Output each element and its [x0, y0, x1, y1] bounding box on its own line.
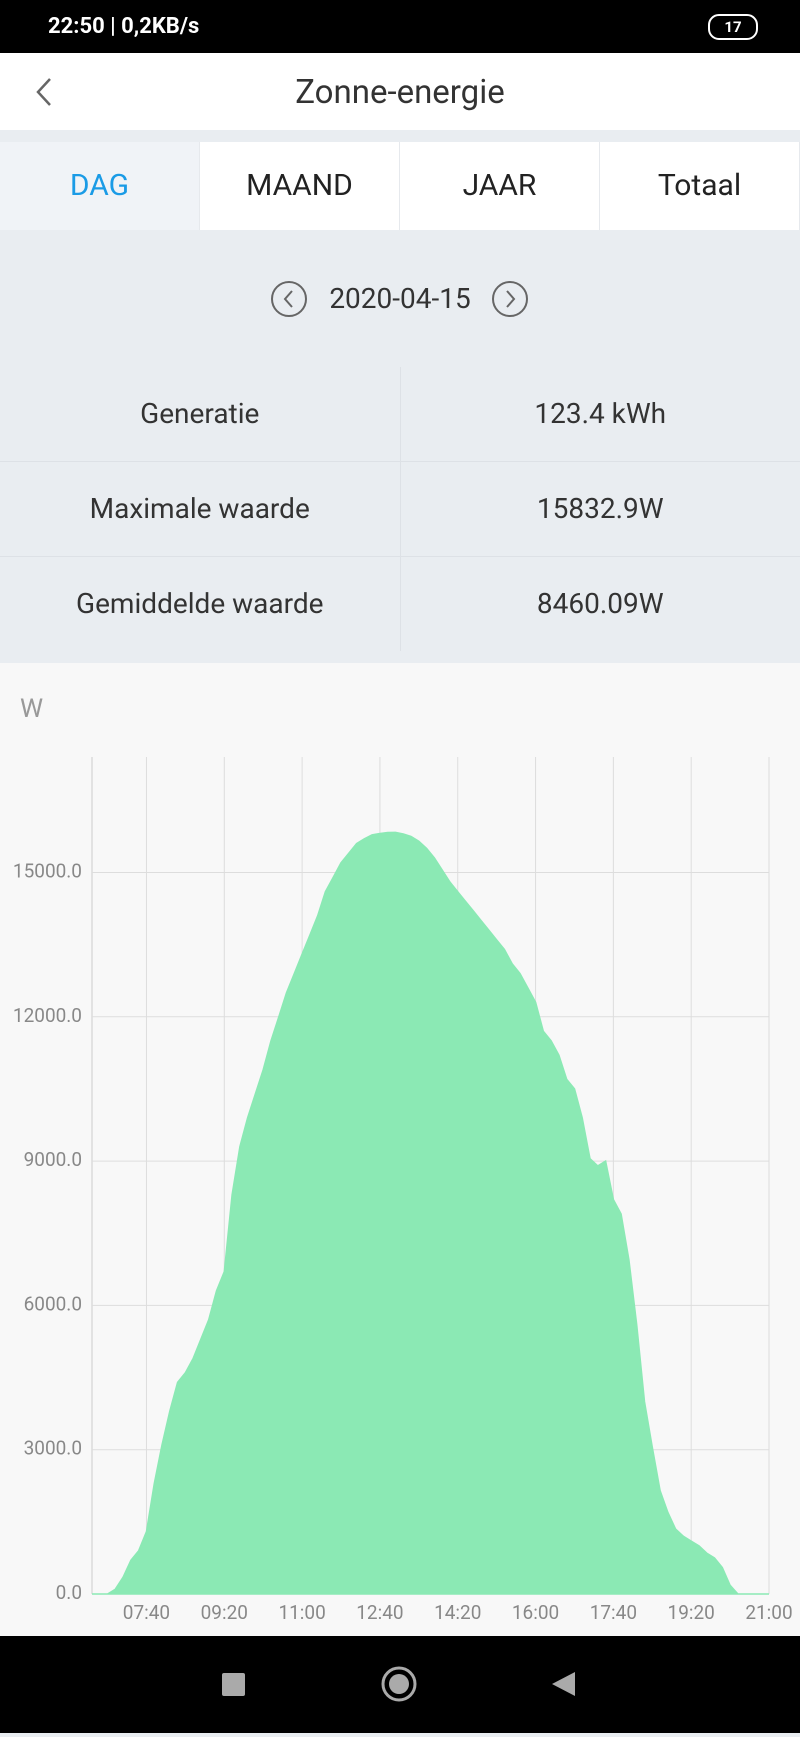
chart-panel: W 0.0 3000.0 6000.0 9000.0 12000.0 15000.0 07:… [0, 663, 800, 1636]
prev-date[interactable] [270, 280, 308, 318]
x-tick-label: 09:20 [201, 1601, 248, 1624]
y-tick-label: 0.0 [56, 1581, 82, 1604]
y-tick-label: 3000.0 [24, 1437, 82, 1460]
stat-label: Maximale waarde [0, 462, 401, 556]
x-tick-label: 14:20 [434, 1601, 481, 1624]
battery: 17 [708, 14, 758, 40]
y-tick-label: 9000.0 [24, 1148, 82, 1171]
x-tick-label: 16:00 [512, 1601, 559, 1624]
nav-bar [0, 1636, 800, 1733]
tabs: DAG MAAND JAAR Totaal [0, 142, 800, 230]
y-tick-label: 12000.0 [13, 1004, 82, 1027]
x-tick-label: 19:20 [668, 1601, 715, 1624]
x-tick-label: 12:40 [356, 1601, 403, 1624]
x-tick-label: 21:00 [745, 1601, 792, 1624]
home-dot [389, 1674, 409, 1694]
y-axis-label: W [20, 694, 43, 724]
tab[interactable]: MAAND [200, 142, 400, 230]
tab[interactable]: JAAR [400, 142, 600, 230]
date-bar: 2020-04-15 [0, 272, 800, 326]
area [92, 832, 769, 1594]
page-title: Zonne-energie [0, 73, 800, 112]
y-tick-label: 6000.0 [24, 1292, 82, 1315]
date: 2020-04-15 [329, 282, 470, 315]
status-bar: 22:50 | 0,2KB/s 17 [0, 0, 800, 53]
stat-value: 15832.9W [401, 462, 800, 556]
header: Zonne-energie [0, 53, 800, 130]
y-tick-label: 15000.0 [13, 859, 82, 882]
stat-label: Gemiddelde waarde [0, 557, 401, 651]
x-tick-label: 11:00 [278, 1601, 325, 1624]
next-date[interactable] [491, 280, 529, 318]
x-tick-label: 17:40 [590, 1601, 637, 1624]
x-tick-label: 07:40 [123, 1601, 170, 1624]
nav-icons [0, 1636, 800, 1733]
stat-value: 8460.09W [401, 557, 800, 651]
recent-button[interactable] [222, 1673, 245, 1696]
status-time: 22:50 | 0,2KB/s [48, 14, 199, 39]
back-nav-button[interactable] [552, 1672, 575, 1696]
tab[interactable]: Totaal [600, 142, 800, 230]
tab[interactable]: DAG [0, 142, 200, 230]
chart: W 0.0 3000.0 6000.0 9000.0 12000.0 15000.0 07:… [0, 663, 800, 1636]
stat-label: Generatie [0, 367, 401, 461]
stat-value: 123.4 kWh [401, 367, 800, 461]
